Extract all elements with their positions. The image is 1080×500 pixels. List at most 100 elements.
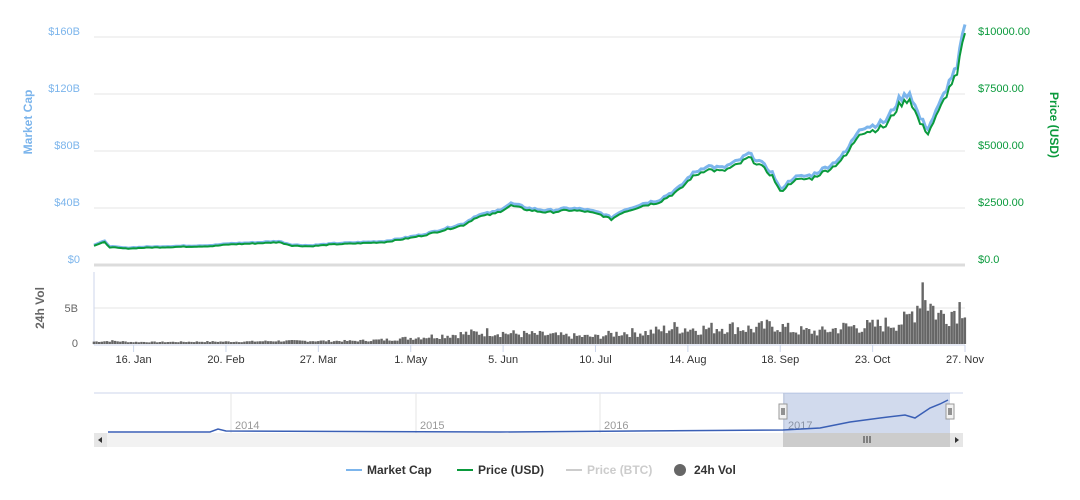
volume-bar bbox=[261, 341, 265, 344]
volume-bar bbox=[876, 319, 879, 344]
volume-bar bbox=[950, 311, 953, 344]
volume-bar bbox=[599, 338, 602, 344]
volume-bar bbox=[712, 333, 716, 344]
volume-bar bbox=[179, 341, 183, 344]
volume-bar bbox=[517, 334, 521, 344]
volume-bar bbox=[715, 329, 718, 344]
volume-bar bbox=[119, 341, 122, 344]
volume-bar bbox=[953, 310, 956, 344]
volume-bar bbox=[747, 325, 750, 344]
volume-bar bbox=[839, 329, 843, 344]
volume-bar bbox=[578, 335, 581, 344]
volume-bar bbox=[317, 341, 320, 344]
volume-bar bbox=[586, 334, 589, 344]
volume-bar bbox=[417, 337, 420, 344]
legend-item[interactable]: Price (USD) bbox=[457, 463, 544, 477]
volume-bar bbox=[668, 330, 671, 344]
volume-bar bbox=[631, 328, 634, 344]
volume-bar bbox=[947, 326, 951, 344]
volume-bar bbox=[821, 326, 824, 344]
volume-bar bbox=[744, 331, 748, 344]
volume-bar bbox=[515, 333, 518, 344]
volume-bar bbox=[786, 322, 790, 344]
volume-bar bbox=[739, 330, 742, 344]
volume-bar bbox=[393, 340, 396, 344]
volume-bar bbox=[303, 340, 307, 344]
legend-item[interactable]: 24h Vol bbox=[674, 463, 736, 477]
volume-bar bbox=[749, 328, 753, 344]
volume-bar bbox=[512, 330, 515, 344]
volume-bar bbox=[580, 336, 584, 344]
volume-bar bbox=[628, 337, 631, 344]
volume-bar bbox=[932, 305, 935, 344]
x-axis-tick-label: 20. Feb bbox=[207, 354, 244, 366]
volume-bar bbox=[332, 341, 336, 344]
volume-bar bbox=[390, 340, 394, 344]
left-axis-tick-label: $40B bbox=[54, 197, 80, 209]
volume-bar bbox=[776, 330, 779, 344]
volume-bar bbox=[549, 333, 552, 344]
volume-bar bbox=[570, 338, 573, 344]
volume-bar bbox=[691, 328, 695, 344]
volume-bar bbox=[541, 331, 544, 344]
volume-bar bbox=[694, 330, 697, 344]
volume-bar bbox=[615, 331, 618, 344]
volume-bar bbox=[760, 321, 763, 344]
navigator-handle[interactable] bbox=[778, 403, 788, 420]
arrow-right-icon bbox=[955, 437, 959, 443]
volume-bar bbox=[810, 333, 814, 344]
volume-bar bbox=[657, 329, 660, 344]
legend-label: Price (USD) bbox=[478, 463, 544, 477]
volume-bar bbox=[499, 337, 502, 344]
volume-bar bbox=[879, 325, 882, 344]
volume-bar bbox=[908, 313, 911, 344]
volume-bar bbox=[306, 341, 309, 344]
volume-bar bbox=[182, 341, 185, 344]
volume-bar bbox=[826, 332, 829, 344]
volume-bar bbox=[858, 332, 861, 344]
navigator-selected-range bbox=[783, 393, 950, 433]
right-axis-title: Price (USD) bbox=[1047, 92, 1061, 158]
volume-bar bbox=[496, 334, 499, 344]
volume-bar bbox=[472, 331, 476, 344]
volume-bar bbox=[792, 332, 795, 344]
volume-bar bbox=[214, 341, 217, 344]
volume-bar bbox=[200, 341, 204, 344]
x-axis-tick-label: 10. Jul bbox=[579, 354, 611, 366]
volume-bar bbox=[900, 324, 903, 344]
volume-bar bbox=[757, 322, 761, 344]
volume-bar bbox=[161, 341, 164, 344]
arrow-left-icon bbox=[98, 437, 102, 443]
volume-bar bbox=[794, 332, 798, 344]
scrollbar-track[interactable] bbox=[94, 433, 963, 447]
volume-bar bbox=[459, 332, 462, 344]
navigator-year-label: 2014 bbox=[235, 420, 259, 432]
volume-bar bbox=[926, 310, 930, 344]
navigator-year-label: 2015 bbox=[420, 420, 444, 432]
volume-bar bbox=[295, 340, 299, 344]
volume-bar bbox=[636, 336, 639, 344]
volume-bar bbox=[728, 323, 732, 344]
volume-axis-tick-label: 0 bbox=[72, 338, 78, 350]
volume-bar bbox=[369, 341, 373, 344]
volume-bar bbox=[148, 342, 151, 344]
right-axis-tick-label: $2500.00 bbox=[978, 197, 1024, 209]
volume-bar bbox=[425, 338, 428, 344]
volume-bar bbox=[404, 336, 407, 344]
volume-bar bbox=[409, 337, 412, 344]
volume-bar bbox=[280, 341, 283, 344]
volume-bar bbox=[385, 338, 389, 344]
legend-item[interactable]: Market Cap bbox=[346, 463, 432, 477]
volume-bar bbox=[752, 332, 755, 344]
volume-bar bbox=[470, 329, 473, 344]
volume-bar bbox=[140, 341, 143, 344]
volume-bar bbox=[137, 342, 140, 344]
volume-bar bbox=[588, 336, 592, 344]
legend-item[interactable]: Price (BTC) bbox=[566, 463, 652, 477]
volume-bar bbox=[348, 340, 352, 344]
right-axis-tick-label: $0.0 bbox=[978, 254, 999, 266]
volume-bar bbox=[92, 341, 96, 344]
volume-bar bbox=[222, 341, 225, 344]
volume-bar bbox=[171, 341, 175, 344]
navigator-handle[interactable] bbox=[945, 403, 955, 420]
